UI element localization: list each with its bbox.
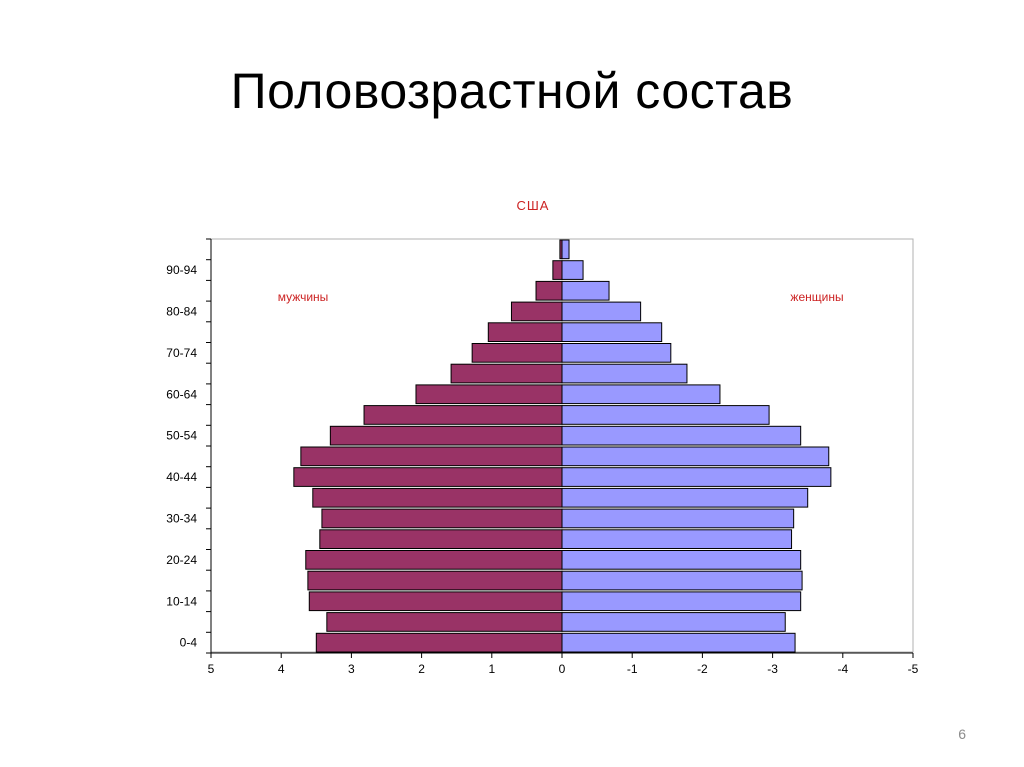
x-tick-label: 0: [559, 662, 566, 676]
bar-male-75-79: [487, 322, 563, 342]
y-tick-label: 50-54: [166, 429, 197, 443]
bar-female-80-84: [561, 301, 642, 322]
x-tick-label: 1: [488, 662, 495, 676]
bar-male-60-64: [415, 384, 563, 405]
bar-male-25-29: [319, 529, 563, 549]
x-ticks-group: 5 4 3 2 1 0 -1 -2 -3 -4 -5: [208, 653, 919, 676]
y-tick-label: 40-44: [166, 470, 197, 484]
x-tick-label: -5: [908, 662, 919, 676]
y-tick-label: 70-74: [166, 346, 197, 360]
bar-female-20-24: [561, 550, 802, 570]
y-tick-label: 30-34: [166, 511, 197, 525]
bar-male-85-89: [535, 280, 563, 301]
bar-female-70-74: [561, 343, 672, 363]
bar-male-15-19: [307, 570, 563, 591]
bar-female-65-69: [561, 363, 688, 384]
bar-male-50-54: [329, 425, 563, 446]
x-tick-label: 5: [208, 662, 215, 676]
bar-male-70-74: [471, 343, 563, 363]
y-tick-label: 20-24: [166, 553, 197, 567]
bar-female-30-34: [561, 508, 795, 529]
x-tick-label: -3: [767, 662, 778, 676]
x-tick-label: -1: [627, 662, 638, 676]
bars-group: [293, 239, 832, 653]
bar-male-65-69: [450, 363, 563, 384]
bar-female-45-49: [561, 446, 830, 467]
slide-title: Половозрастной состав: [230, 63, 794, 119]
bar-male-40-44: [293, 467, 563, 487]
bar-female-40-44: [561, 467, 832, 487]
bar-female-10-14: [561, 591, 802, 612]
y-tick-label: 60-64: [166, 387, 197, 401]
bar-female-5-9: [561, 612, 786, 632]
chart-title: США: [517, 198, 550, 213]
page-number: 6: [958, 726, 966, 742]
bar-female-75-79: [561, 322, 663, 342]
series-label-male: мужчины: [278, 290, 329, 304]
x-tick-label: 3: [348, 662, 355, 676]
bar-male-0-4: [315, 632, 563, 653]
bar-male-10-14: [308, 591, 563, 612]
bar-female-60-64: [561, 384, 721, 405]
bar-female-25-29: [561, 529, 793, 549]
bar-female-15-19: [561, 570, 803, 591]
bar-male-20-24: [305, 550, 563, 570]
y-tick-label: 0-4: [180, 636, 198, 650]
bar-female-50-54: [561, 425, 802, 446]
bar-male-30-34: [321, 508, 563, 529]
bar-female-95-99: [561, 239, 570, 260]
bar-male-90-94: [552, 260, 563, 280]
series-label-female: женщины: [790, 290, 843, 304]
y-tick-label: 10-14: [166, 594, 197, 608]
bar-female-0-4: [561, 632, 796, 653]
bar-female-55-59: [561, 405, 770, 425]
bar-female-85-89: [561, 280, 610, 301]
bar-male-45-49: [300, 446, 563, 467]
y-tick-label: 90-94: [166, 263, 197, 277]
bar-female-90-94: [561, 260, 584, 280]
bar-male-5-9: [326, 612, 563, 632]
x-tick-label: -2: [697, 662, 708, 676]
x-tick-label: 2: [418, 662, 425, 676]
x-tick-label: -4: [837, 662, 848, 676]
bar-male-80-84: [510, 301, 563, 322]
x-tick-label: 4: [278, 662, 285, 676]
bar-female-35-39: [561, 487, 809, 508]
y-ticks-group: 0-4 10-14 20-24 30-34 40-44 50-54 60-64 70-74 80…: [166, 238, 211, 654]
y-tick-label: 80-84: [166, 304, 197, 318]
bar-male-55-59: [363, 405, 563, 425]
bar-male-35-39: [312, 487, 563, 508]
